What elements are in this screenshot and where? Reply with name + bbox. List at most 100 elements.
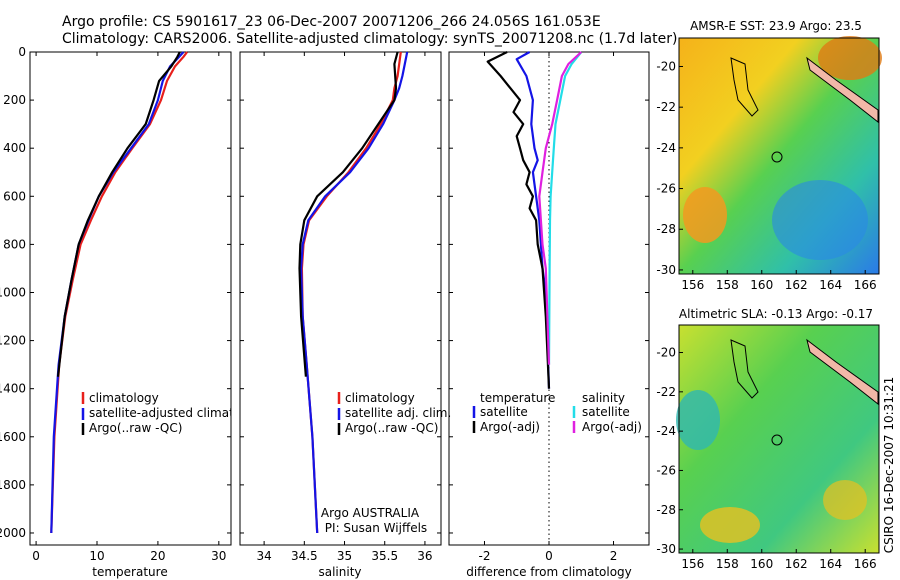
- salinity-xlabel: salinity: [318, 565, 361, 579]
- annotation-argo-australia: Argo AUSTRALIA: [321, 506, 420, 520]
- y-tick-label: 0: [18, 45, 26, 59]
- x-tick-label: 2: [610, 549, 618, 563]
- sst-map-frame: [678, 37, 880, 275]
- sla-coast-isle: [730, 339, 759, 399]
- map-y-tick-label: -28: [656, 222, 676, 236]
- x-tick-label: 35.5: [371, 549, 398, 563]
- map-y-tick-label: -28: [656, 503, 676, 517]
- series-line-1: [486, 51, 551, 389]
- difference-panel: -2 0 2 difference from climatology tempera…: [448, 51, 650, 579]
- sst-coast-isle: [730, 57, 759, 117]
- salinity-legend-satellite: satellite adj. clim.: [345, 406, 451, 420]
- diff-legend-temp-argo: Argo(-adj): [480, 420, 540, 434]
- x-tick-label: 20: [150, 549, 165, 563]
- temperature-legend-satellite: satellite-adjusted climatology: [89, 406, 267, 420]
- map-y-tick-label: -24: [656, 141, 676, 155]
- diff-legend-temp-satellite: satellite: [480, 405, 528, 419]
- series-line-2: [56, 51, 181, 377]
- y-tick-label: 1800: [0, 478, 26, 492]
- y-tick-label: 1200: [0, 334, 26, 348]
- sla-high-patch: [700, 507, 760, 543]
- salinity-panel: 34 34.5 35 35.5 36 salinity climatology sate…: [239, 51, 451, 579]
- map-y-tick-label: -20: [656, 59, 676, 73]
- y-tick-label: 2000: [0, 526, 26, 540]
- x-tick-label: 10: [89, 549, 104, 563]
- x-tick-label: 30: [211, 549, 226, 563]
- sst-map-panel: AMSR-E SST: 23.9 Argo: 23.5 156 158 160 162…: [656, 19, 882, 292]
- x-tick-label: -2: [478, 549, 490, 563]
- difference-xlabel: difference from climatology: [466, 565, 632, 579]
- series-line-2: [547, 51, 583, 365]
- x-tick-label: 0: [32, 549, 40, 563]
- y-tick-label: 200: [3, 93, 26, 107]
- sla-argo-marker: [771, 434, 783, 446]
- salinity-legend-climatology: climatology: [345, 391, 415, 405]
- map-y-tick-label: -30: [656, 542, 676, 556]
- annotation-pi: PI: Susan Wijffels: [325, 521, 427, 535]
- series-line-1: [300, 51, 409, 534]
- diff-legend-sal-argo: Argo(-adj): [582, 420, 642, 434]
- salinity-legend-argo: Argo(..raw -QC): [345, 421, 438, 435]
- temperature-legend-climatology: climatology: [89, 391, 159, 405]
- sla-high-patch-2: [823, 480, 867, 520]
- sla-low-patch: [676, 390, 720, 450]
- map-y-tick-label: -20: [656, 346, 676, 360]
- map-x-tick-label: 162: [785, 557, 808, 571]
- map-x-tick-label: 164: [819, 278, 842, 292]
- x-tick-label: 0: [545, 549, 553, 563]
- map-y-tick-label: -22: [656, 385, 676, 399]
- diff-legend-title-temperature: temperature: [480, 391, 555, 405]
- sla-map-frame: [678, 324, 880, 554]
- x-tick-label: 35: [337, 549, 352, 563]
- temperature-panel: 0 10 20 30 0 200 400 600 800 1000 1200 1400 1600 1800…: [0, 45, 267, 579]
- series-line-0: [515, 51, 551, 389]
- series-line-2: [298, 51, 399, 377]
- diff-legend-title-salinity: salinity: [582, 391, 625, 405]
- temperature-legend-clip: climatology satellite-adjusted climatolo…: [89, 391, 267, 435]
- y-tick-label: 1000: [0, 285, 26, 299]
- map-x-tick-label: 160: [750, 278, 773, 292]
- sst-coast-new-caledonia: [806, 56, 879, 124]
- series-line-0: [300, 51, 402, 534]
- credit-timestamp: CSIRO 16-Dec-2007 10:31:21: [882, 377, 896, 554]
- x-tick-label: 36: [417, 549, 432, 563]
- map-x-tick-label: 166: [854, 557, 877, 571]
- sst-argo-marker: [771, 151, 783, 163]
- y-tick-label: 800: [3, 237, 26, 251]
- x-tick-label: 34: [256, 549, 271, 563]
- map-x-tick-label: 158: [716, 278, 739, 292]
- map-x-tick-label: 164: [819, 557, 842, 571]
- temperature-axes-frame: [29, 51, 232, 546]
- map-x-tick-label: 160: [750, 557, 773, 571]
- sst-map-title: AMSR-E SST: 23.9 Argo: 23.5: [690, 19, 862, 33]
- sla-coast-new-caledonia: [806, 338, 879, 406]
- map-y-tick-label: -26: [656, 182, 676, 196]
- temperature-legend-argo: Argo(..raw -QC): [89, 421, 182, 435]
- map-y-tick-label: -22: [656, 100, 676, 114]
- header-line2: Climatology: CARS2006. Satellite-adjuste…: [62, 31, 677, 47]
- sla-map-title: Altimetric SLA: -0.13 Argo: -0.17: [679, 307, 873, 321]
- y-tick-label: 600: [3, 189, 26, 203]
- map-x-tick-label: 156: [681, 278, 704, 292]
- y-tick-label: 1600: [0, 430, 26, 444]
- map-x-tick-label: 158: [716, 557, 739, 571]
- map-y-tick-label: -30: [656, 263, 676, 277]
- map-y-tick-label: -24: [656, 424, 676, 438]
- map-x-tick-label: 156: [681, 557, 704, 571]
- map-x-tick-label: 166: [854, 278, 877, 292]
- sst-warm-corner: [818, 36, 882, 80]
- x-tick-label: 34.5: [291, 549, 318, 563]
- salinity-axes-frame: [239, 51, 442, 546]
- y-tick-label: 1400: [0, 382, 26, 396]
- sla-map-panel: Altimetric SLA: -0.13 Argo: -0.17 156 158…: [656, 307, 880, 571]
- sst-warm-patch: [683, 187, 727, 243]
- diff-legend-sal-satellite: satellite: [582, 405, 630, 419]
- header-line1: Argo profile: CS 5901617_23 06-Dec-2007 …: [62, 14, 601, 30]
- map-y-tick-label: -26: [656, 463, 676, 477]
- series-line-0: [50, 51, 188, 534]
- map-x-tick-label: 162: [785, 278, 808, 292]
- temperature-xlabel: temperature: [92, 565, 167, 579]
- sst-cool-patch: [772, 180, 868, 260]
- y-tick-label: 400: [3, 141, 26, 155]
